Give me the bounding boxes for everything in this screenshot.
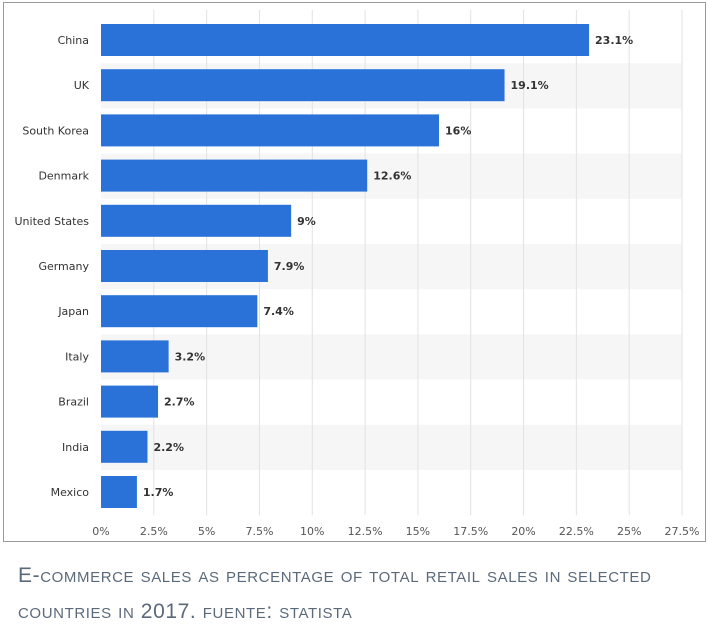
value-label: 1.7% <box>143 486 174 499</box>
category-label: Italy <box>65 350 89 363</box>
x-axis-ticks: 0% 2.5% 5% 7.5% 10% 12.5% 15% 17.5% 20% 22.5% 25% 2… <box>92 525 699 538</box>
value-label: 2.2% <box>153 441 184 454</box>
value-label: 19.1% <box>511 79 549 92</box>
value-label: 16% <box>445 124 471 137</box>
category-label: Brazil <box>58 396 89 409</box>
x-tick-label: 22.5% <box>559 525 594 538</box>
row-stripe <box>101 334 682 380</box>
value-label: 7.4% <box>263 305 294 318</box>
bar <box>101 430 148 463</box>
x-tick-label: 2.5% <box>140 525 168 538</box>
bar <box>101 114 440 147</box>
bar <box>101 385 159 418</box>
x-tick-label: 15% <box>406 525 430 538</box>
bar <box>101 476 137 508</box>
category-label: Germany <box>38 260 89 273</box>
x-tick-label: 0% <box>92 525 109 538</box>
category-label: Mexico <box>51 486 90 499</box>
value-label: 23.1% <box>595 34 633 47</box>
bar <box>101 204 292 237</box>
category-label: India <box>62 441 89 454</box>
bar <box>101 340 169 373</box>
x-tick-label: 5% <box>198 525 215 538</box>
value-label: 9% <box>297 215 316 228</box>
bar <box>101 250 268 282</box>
x-tick-label: 12.5% <box>348 525 383 538</box>
row-stripe <box>101 424 682 470</box>
value-label: 12.6% <box>373 170 411 183</box>
category-label: Japan <box>57 305 89 318</box>
category-label: United States <box>15 215 90 228</box>
x-tick-label: 10% <box>300 525 324 538</box>
x-tick-label: 25% <box>617 525 641 538</box>
category-label: China <box>58 34 89 47</box>
bar <box>101 159 368 192</box>
bar-chart: China 23.1% UK 19.1% South Korea 16% Denmark 12… <box>15 10 699 538</box>
category-label: Denmark <box>38 170 89 183</box>
bar <box>101 24 590 56</box>
x-tick-label: 7.5% <box>245 525 273 538</box>
value-label: 2.7% <box>164 396 195 409</box>
category-label: UK <box>74 79 90 92</box>
x-tick-label: 20% <box>511 525 535 538</box>
x-tick-label: 27.5% <box>665 525 700 538</box>
category-label: South Korea <box>22 124 89 137</box>
bar <box>101 69 505 102</box>
x-tick-label: 17.5% <box>453 525 488 538</box>
chart-caption: E-commerce sales as percentage of total … <box>18 564 652 623</box>
value-label: 7.9% <box>274 260 305 273</box>
bar <box>101 295 258 328</box>
bars: China 23.1% UK 19.1% South Korea 16% Denmark 12… <box>15 24 633 508</box>
value-label: 3.2% <box>175 350 206 363</box>
